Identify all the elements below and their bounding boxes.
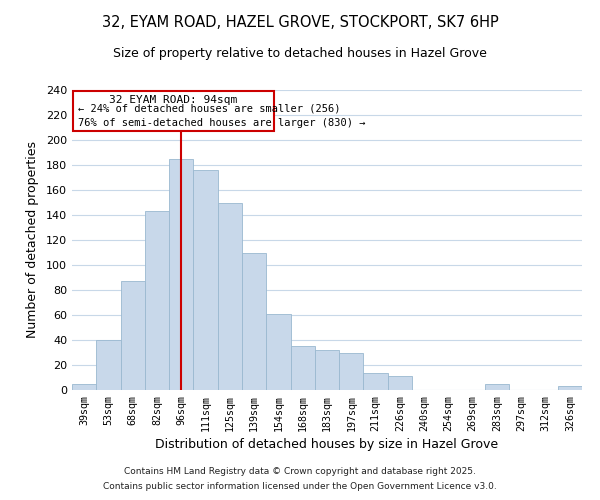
Bar — [121, 281, 145, 390]
FancyBboxPatch shape — [73, 91, 274, 131]
Bar — [218, 202, 242, 390]
Y-axis label: Number of detached properties: Number of detached properties — [26, 142, 39, 338]
Bar — [339, 352, 364, 390]
Bar — [169, 159, 193, 390]
Text: Contains public sector information licensed under the Open Government Licence v3: Contains public sector information licen… — [103, 482, 497, 491]
Bar — [96, 340, 121, 390]
Bar — [72, 384, 96, 390]
Text: Contains HM Land Registry data © Crown copyright and database right 2025.: Contains HM Land Registry data © Crown c… — [124, 467, 476, 476]
Text: 32 EYAM ROAD: 94sqm: 32 EYAM ROAD: 94sqm — [109, 95, 238, 105]
Text: ← 24% of detached houses are smaller (256): ← 24% of detached houses are smaller (25… — [79, 103, 341, 113]
Bar — [290, 346, 315, 390]
Text: 32, EYAM ROAD, HAZEL GROVE, STOCKPORT, SK7 6HP: 32, EYAM ROAD, HAZEL GROVE, STOCKPORT, S… — [101, 15, 499, 30]
Bar — [364, 372, 388, 390]
Bar — [145, 211, 169, 390]
Bar — [193, 170, 218, 390]
Bar — [242, 252, 266, 390]
Bar — [315, 350, 339, 390]
X-axis label: Distribution of detached houses by size in Hazel Grove: Distribution of detached houses by size … — [155, 438, 499, 451]
Text: Size of property relative to detached houses in Hazel Grove: Size of property relative to detached ho… — [113, 48, 487, 60]
Bar — [266, 314, 290, 390]
Bar — [485, 384, 509, 390]
Bar — [558, 386, 582, 390]
Text: 76% of semi-detached houses are larger (830) →: 76% of semi-detached houses are larger (… — [79, 118, 366, 128]
Bar — [388, 376, 412, 390]
